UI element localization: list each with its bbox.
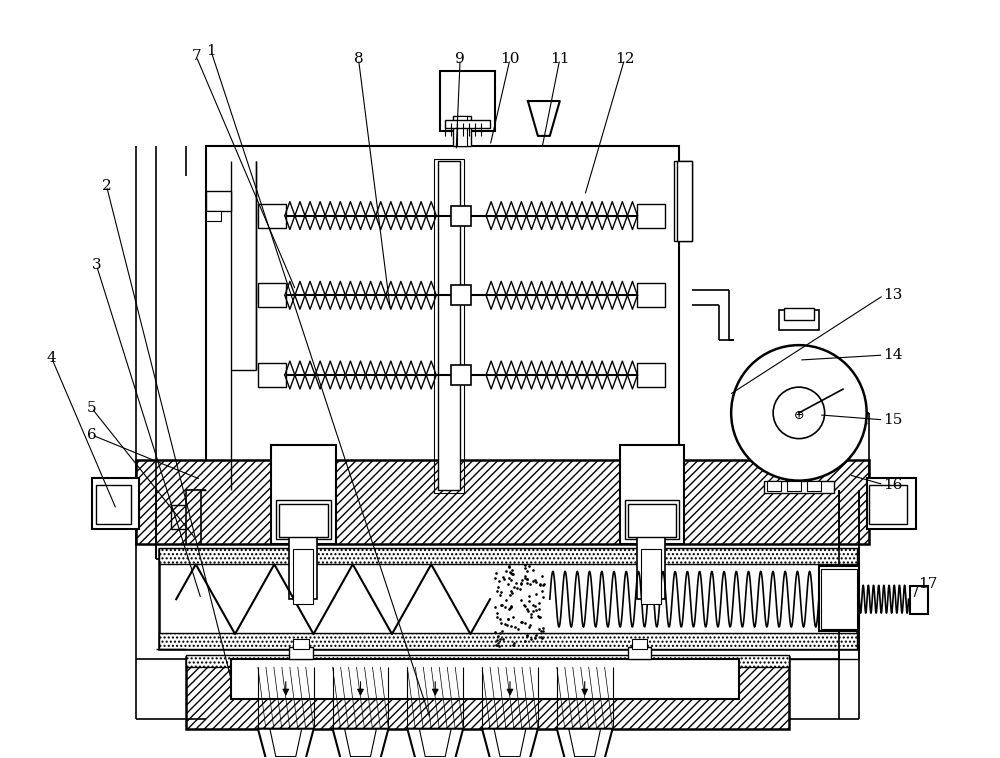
Bar [620, 445, 684, 544]
Bar [445, 120, 490, 128]
Bar [159, 548, 857, 564]
Text: 17: 17 [918, 578, 938, 591]
Bar [186, 657, 789, 728]
Bar [869, 484, 907, 525]
Text: 10: 10 [500, 52, 520, 66]
Bar [258, 363, 286, 387]
Bar [625, 500, 679, 540]
Bar [271, 445, 336, 544]
Circle shape [773, 387, 825, 439]
Bar [637, 204, 665, 227]
Text: 8: 8 [354, 52, 363, 66]
Text: 11: 11 [550, 52, 570, 66]
Bar [637, 363, 665, 387]
Bar [641, 550, 661, 604]
Bar [92, 478, 139, 529]
Bar [159, 633, 857, 649]
Bar [293, 639, 309, 649]
Bar [779, 310, 819, 330]
Bar [821, 569, 857, 629]
Bar [637, 537, 665, 599]
Bar [767, 481, 781, 490]
Bar [293, 550, 313, 604]
Polygon shape [258, 728, 314, 758]
Bar [276, 500, 331, 540]
Bar [457, 116, 467, 146]
Text: 5: 5 [87, 401, 96, 415]
Bar [451, 285, 471, 305]
Text: ⊕: ⊕ [794, 409, 804, 422]
Text: 3: 3 [92, 258, 101, 272]
Bar [674, 161, 692, 240]
Bar [677, 161, 692, 240]
Bar [628, 503, 676, 537]
Text: 4: 4 [47, 351, 57, 365]
Bar [186, 655, 789, 667]
Text: 16: 16 [884, 478, 903, 492]
Bar [807, 481, 821, 490]
Text: 9: 9 [455, 52, 465, 66]
Polygon shape [407, 728, 463, 758]
Bar [96, 484, 131, 525]
Bar [819, 566, 859, 631]
Polygon shape [557, 728, 613, 758]
Bar [289, 537, 317, 599]
Bar [159, 550, 857, 649]
Bar [632, 639, 647, 649]
Bar [764, 481, 834, 493]
Text: 6: 6 [87, 428, 96, 442]
Bar [910, 586, 928, 614]
Bar [434, 159, 464, 493]
Bar [451, 365, 471, 385]
Bar [867, 478, 916, 529]
Bar [438, 161, 460, 490]
Bar [787, 481, 801, 490]
Polygon shape [482, 728, 538, 758]
Bar [258, 283, 286, 307]
Circle shape [731, 345, 867, 481]
Bar [136, 459, 869, 544]
Polygon shape [528, 101, 560, 136]
Bar [289, 647, 313, 659]
Bar [637, 283, 665, 307]
Text: 7: 7 [191, 49, 201, 63]
Text: 13: 13 [884, 288, 903, 302]
Text: 1: 1 [206, 44, 216, 58]
Text: 12: 12 [615, 52, 634, 66]
Bar [628, 647, 651, 659]
Bar [453, 116, 471, 146]
Bar [784, 309, 814, 320]
Bar [451, 205, 471, 226]
Bar [258, 204, 286, 227]
Text: 2: 2 [102, 179, 111, 193]
Text: 14: 14 [884, 348, 903, 362]
Bar [440, 71, 495, 131]
Bar [206, 146, 679, 490]
Bar [231, 659, 739, 699]
Bar [206, 191, 231, 211]
Text: 15: 15 [884, 413, 903, 427]
Polygon shape [333, 728, 388, 758]
Bar [206, 211, 221, 221]
Bar [279, 503, 328, 537]
